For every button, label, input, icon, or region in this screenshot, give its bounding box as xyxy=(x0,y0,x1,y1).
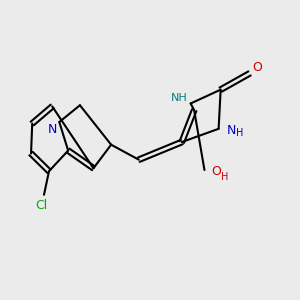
Text: NH: NH xyxy=(170,93,187,103)
Text: H: H xyxy=(236,128,244,138)
Text: N: N xyxy=(47,123,57,136)
Text: Cl: Cl xyxy=(35,199,48,212)
Text: O: O xyxy=(252,61,262,74)
Text: N: N xyxy=(227,124,236,137)
Text: H: H xyxy=(221,172,228,182)
Text: O: O xyxy=(211,165,221,178)
